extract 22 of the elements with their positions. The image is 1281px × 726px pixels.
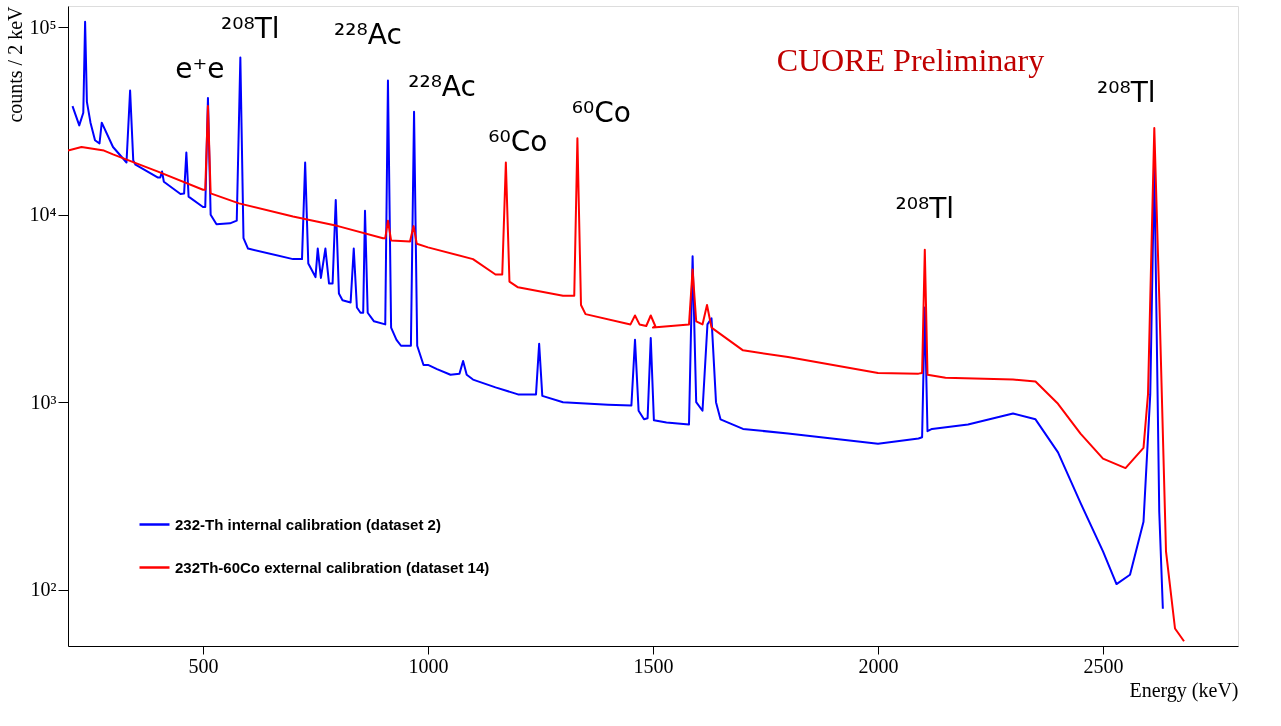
legend-label: 232Th-60Co external calibration (dataset 14) — [175, 558, 490, 576]
annotation: ²⁰⁸Tl — [895, 191, 955, 225]
annotation: ²⁰⁸Tl — [1097, 76, 1156, 110]
annotation: ²²⁸Ac — [408, 69, 476, 103]
y-tick-label: 10³ — [30, 390, 57, 413]
annotation: ⁶⁰Co — [571, 96, 631, 130]
annotation: CUORE Preliminary — [776, 42, 1045, 78]
y-tick-label: 10² — [30, 578, 57, 601]
x-tick-label: 1000 — [408, 654, 449, 677]
y-axis-title: counts / 2 keV — [3, 5, 26, 123]
x-axis-title: Energy (keV) — [1129, 678, 1239, 702]
x-tick-label: 2500 — [1083, 654, 1124, 677]
annotation: ²⁰⁸Tl — [221, 11, 280, 45]
y-tick-label: 10⁴ — [29, 203, 57, 226]
legend-label: 232-Th internal calibration (dataset 2) — [175, 515, 441, 533]
annotation: ⁶⁰Co — [488, 124, 548, 158]
x-tick-label: 500 — [188, 654, 219, 677]
x-tick-label: 1500 — [633, 654, 674, 677]
annotation: e⁺e — [175, 51, 225, 85]
annotation: ²²⁸Ac — [334, 17, 402, 51]
x-tick-label: 2000 — [858, 654, 899, 677]
y-tick-label: 10⁵ — [29, 15, 57, 38]
